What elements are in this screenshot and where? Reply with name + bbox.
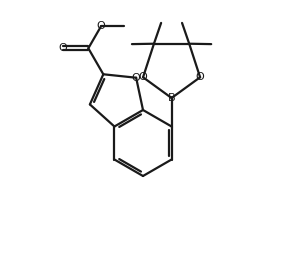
Text: O: O (132, 73, 141, 83)
Text: B: B (168, 93, 175, 103)
Text: O: O (139, 72, 147, 82)
Text: O: O (196, 72, 204, 82)
Text: O: O (59, 43, 67, 53)
Text: O: O (97, 21, 106, 31)
